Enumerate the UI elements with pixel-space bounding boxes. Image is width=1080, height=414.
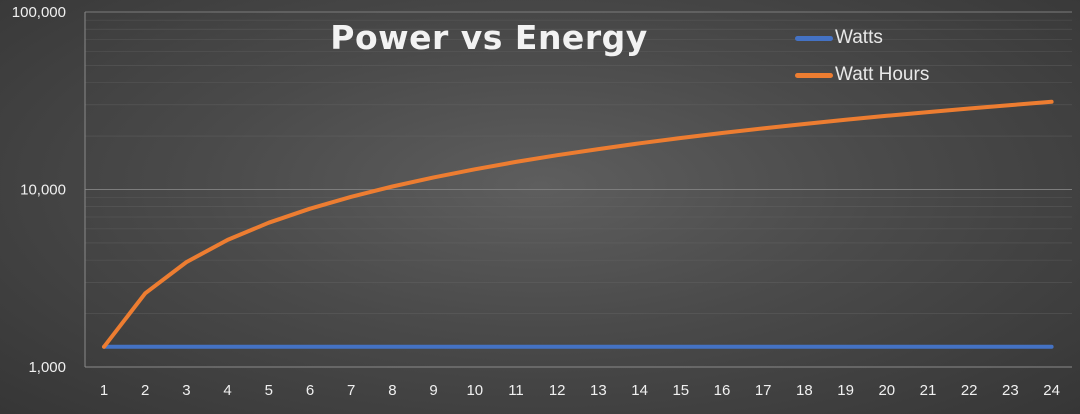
- legend-item-watts: Watts: [795, 22, 929, 54]
- x-tick-label: 7: [347, 382, 355, 399]
- legend-item-watt-hours: Watt Hours: [795, 59, 929, 91]
- series-line-watt-hours: [102, 99, 1054, 349]
- y-tick-label: 100,000: [12, 4, 66, 21]
- x-tick-label: 14: [631, 382, 648, 399]
- x-tick-label: 18: [796, 382, 813, 399]
- series-lines: [102, 99, 1054, 349]
- x-tick-label: 12: [549, 382, 566, 399]
- x-tick-label: 22: [961, 382, 978, 399]
- x-tick-label: 8: [388, 382, 396, 399]
- y-tick-label: 10,000: [20, 182, 66, 199]
- x-tick-label: 10: [466, 382, 483, 399]
- x-tick-label: 15: [672, 382, 689, 399]
- x-tick-label: 13: [590, 382, 607, 399]
- x-tick-label: 1: [100, 382, 108, 399]
- x-tick-label: 16: [714, 382, 731, 399]
- x-tick-label: 23: [1002, 382, 1019, 399]
- x-tick-label: 21: [920, 382, 937, 399]
- legend: Watts Watt Hours: [795, 22, 929, 96]
- x-tick-label: 24: [1043, 382, 1060, 399]
- x-tick-label: 3: [182, 382, 190, 399]
- x-tick-label: 2: [141, 382, 149, 399]
- x-tick-label: 20: [878, 382, 895, 399]
- x-tick-label: 17: [755, 382, 772, 399]
- x-tick-label: 19: [837, 382, 854, 399]
- legend-swatch-watts: [795, 35, 833, 41]
- x-tick-label: 4: [223, 382, 231, 399]
- x-tick-label: 5: [265, 382, 273, 399]
- axes: [84, 12, 1072, 368]
- legend-swatch-watt-hours: [795, 72, 833, 78]
- x-tick-label: 6: [306, 382, 314, 399]
- x-tick-labels: 1 2 3 4 5 6 7 8 9 10 11 12 13 14 15 16 17 18 19 20 21 22 23 24: [100, 382, 1060, 399]
- x-tick-label: 9: [429, 382, 437, 399]
- y-tick-labels: 1,000 10,000 100,000: [12, 4, 66, 376]
- legend-label-watts: Watts: [835, 27, 883, 48]
- legend-label-watt-hours: Watt Hours: [835, 64, 930, 85]
- y-tick-label: 1,000: [28, 359, 66, 376]
- x-tick-label: 11: [508, 382, 524, 399]
- chart-title: Power vs Energy: [330, 18, 648, 57]
